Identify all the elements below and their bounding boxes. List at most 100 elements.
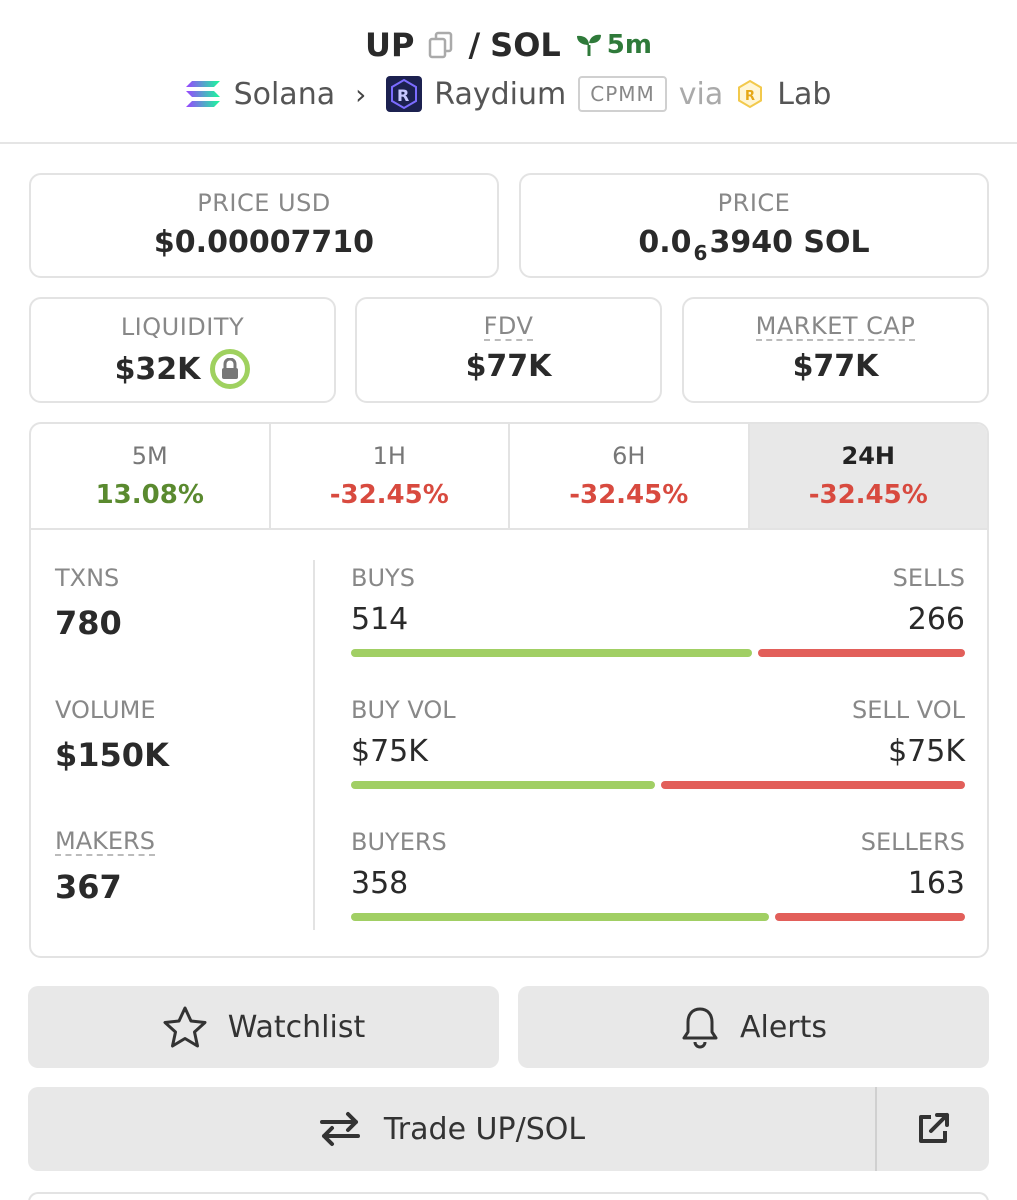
bell-icon: [682, 1007, 718, 1049]
volume-value: $150K: [55, 736, 169, 774]
watchlist-label: Watchlist: [227, 1009, 366, 1045]
copy-icon[interactable]: [428, 31, 454, 59]
txns-label: TXNS: [55, 564, 120, 592]
buyers-sellers-bar: [351, 913, 965, 921]
watchlist-button[interactable]: Watchlist: [28, 986, 499, 1068]
raydium-icon: R: [386, 76, 423, 112]
lock-icon[interactable]: [210, 349, 251, 389]
tab-label: 1H: [372, 442, 406, 470]
price-native-label: PRICE: [717, 189, 791, 217]
via-source-link[interactable]: Lab: [777, 76, 832, 112]
buy-vol-label: BUY VOL: [351, 696, 456, 724]
sells-label: SELLS: [892, 564, 965, 592]
trade-bar: Trade UP/SOL: [28, 1087, 989, 1171]
chevron-right-icon: ›: [355, 77, 367, 111]
chain-link[interactable]: Solana: [233, 76, 336, 112]
buys-sells-bar: [351, 649, 965, 657]
pair-age: 5m: [575, 30, 652, 60]
buyers-sellers-ratio: BUYERS SELLERS 358 163: [351, 828, 965, 956]
fdv-label[interactable]: FDV: [483, 312, 534, 342]
star-icon: [163, 1006, 207, 1048]
volume-bar: [351, 781, 965, 789]
volume-metric: VOLUME $150K: [55, 696, 305, 828]
market-cap-label[interactable]: MARKET CAP: [755, 312, 916, 342]
sellers-label: SELLERS: [860, 828, 965, 856]
buys-label: BUYS: [351, 564, 415, 592]
tab-1h[interactable]: 1H -32.45%: [271, 424, 510, 528]
price-usd-card: PRICE USD $0.00007710: [29, 173, 499, 278]
price-native-card: PRICE 0.0 6 3940 SOL: [519, 173, 989, 278]
liquidity-label: LIQUIDITY: [120, 313, 245, 341]
txns-metric: TXNS 780: [55, 564, 305, 696]
buys-sells-ratio: BUYS SELLS 514 266: [351, 564, 965, 696]
price-native-digits: 3940 SOL: [709, 225, 870, 260]
fdv-card: FDV $77K: [355, 297, 662, 403]
breadcrumb: Solana › R Raydium CPMM via R Lab: [0, 76, 1017, 112]
buy-bar-segment: [351, 781, 655, 789]
liquidity-card: LIQUIDITY $32K: [29, 297, 336, 403]
swap-arrows-icon: [319, 1112, 360, 1146]
trade-button[interactable]: Trade UP/SOL: [28, 1087, 875, 1171]
buyers-label: BUYERS: [351, 828, 447, 856]
tab-label: 24H: [841, 442, 895, 470]
buy-vol-value: $75K: [351, 734, 428, 769]
tab-24h[interactable]: 24H -32.45%: [749, 424, 987, 528]
buy-bar-segment: [351, 649, 752, 657]
tab-label: 6H: [612, 442, 646, 470]
buy-bar-segment: [351, 913, 769, 921]
age-text: 5m: [606, 30, 652, 60]
svg-text:R: R: [397, 86, 409, 105]
dex-link[interactable]: Raydium: [434, 76, 567, 112]
stats-panel: 5M 13.08% 1H -32.45% 6H -32.45% 24H -32.…: [29, 422, 989, 958]
buyers-value: 358: [351, 866, 409, 901]
sell-vol-label: SELL VOL: [851, 696, 965, 724]
liquidity-value: $32K: [114, 351, 201, 387]
market-cap-value: $77K: [792, 349, 879, 385]
price-usd-value: $0.00007710: [153, 225, 375, 260]
pair-title-row: UP / SOL 5m: [0, 26, 1017, 64]
market-cap-card: MARKET CAP $77K: [682, 297, 989, 403]
external-link-icon: [919, 1113, 949, 1143]
tab-6h[interactable]: 6H -32.45%: [510, 424, 750, 528]
tab-change: 13.08%: [95, 480, 204, 510]
makers-metric: MAKERS 367: [55, 827, 305, 956]
price-native-prefix: 0.0: [638, 225, 692, 260]
trade-label: Trade UP/SOL: [383, 1111, 586, 1147]
timeframe-tabs: 5M 13.08% 1H -32.45% 6H -32.45% 24H -32.…: [31, 424, 987, 530]
ratios-column: BUYS SELLS 514 266 BUY VOL SELL VOL $75K $75…: [351, 564, 965, 956]
fdv-value: $77K: [465, 349, 552, 385]
via-text: via: [678, 76, 724, 112]
quote-token: SOL: [490, 26, 561, 64]
alerts-button[interactable]: Alerts: [518, 986, 989, 1068]
volume-ratio: BUY VOL SELL VOL $75K $75K: [351, 696, 965, 828]
sells-value: 266: [907, 602, 965, 637]
external-trade-button[interactable]: [875, 1087, 989, 1171]
sell-vol-value: $75K: [888, 734, 965, 769]
makers-label[interactable]: MAKERS: [55, 827, 155, 857]
sell-bar-segment: [757, 649, 965, 657]
sprout-icon: [576, 34, 601, 56]
volume-label: VOLUME: [55, 696, 156, 724]
sellers-value: 163: [907, 866, 965, 901]
tab-label: 5M: [131, 442, 168, 470]
tab-change: -32.45%: [329, 480, 449, 510]
sell-bar-segment: [774, 913, 965, 921]
base-token: UP: [365, 26, 415, 64]
price-usd-label: PRICE USD: [197, 189, 331, 217]
buys-value: 514: [351, 602, 409, 637]
pair-separator: /: [468, 26, 481, 64]
tab-change: -32.45%: [808, 480, 928, 510]
svg-text:R: R: [745, 89, 755, 104]
sell-bar-segment: [661, 781, 965, 789]
price-native-zero-count: 6: [693, 240, 708, 265]
alerts-label: Alerts: [739, 1009, 828, 1045]
txns-value: 780: [55, 604, 122, 642]
pool-type-badge: CPMM: [578, 76, 667, 112]
solana-icon: [185, 81, 220, 107]
totals-column: TXNS 780 VOLUME $150K MAKERS 367: [55, 564, 305, 956]
tab-5m[interactable]: 5M 13.08%: [31, 424, 271, 528]
lab-icon: R: [738, 79, 763, 109]
tab-change: -32.45%: [569, 480, 689, 510]
column-divider: [313, 560, 315, 930]
pair-header: UP / SOL 5m Solana › R Raydium CPMM via …: [0, 0, 1017, 144]
